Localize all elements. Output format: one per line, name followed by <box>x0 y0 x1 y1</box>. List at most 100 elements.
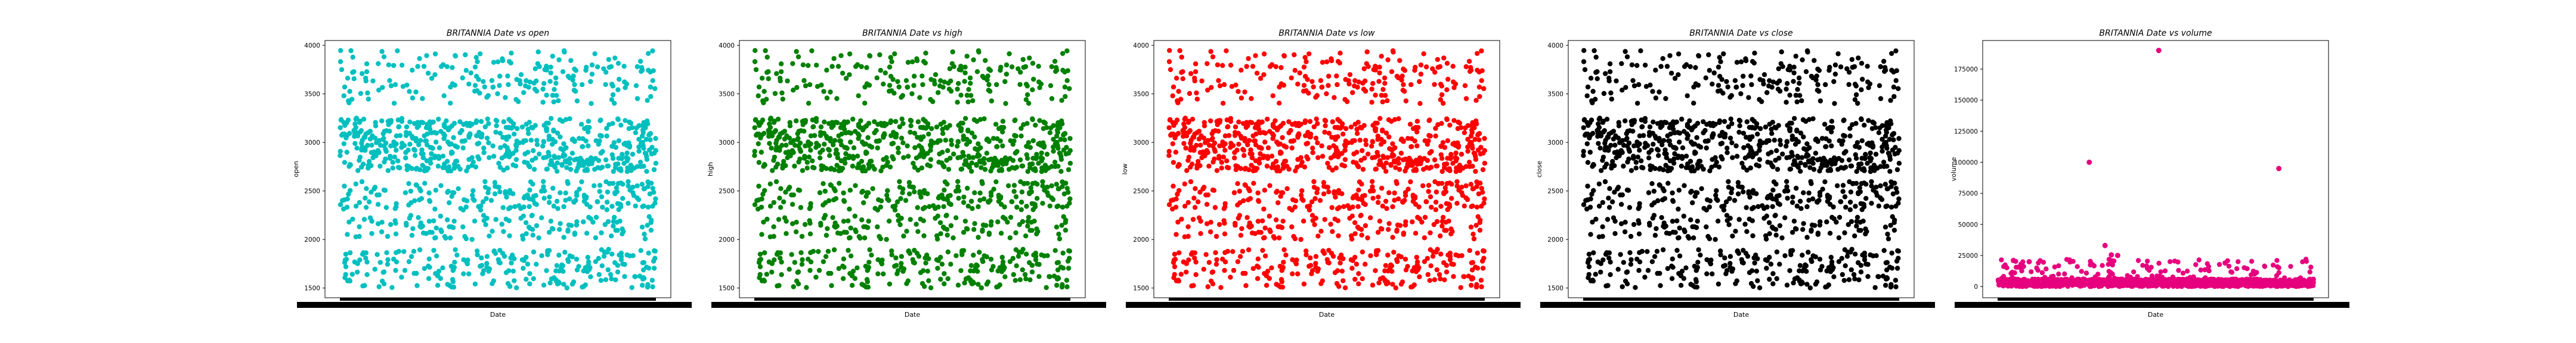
data-point <box>1405 186 1411 192</box>
data-point <box>492 180 498 185</box>
data-point <box>998 67 1003 73</box>
data-point <box>942 79 948 85</box>
data-point <box>1799 98 1804 104</box>
data-point <box>1784 99 1789 105</box>
data-point <box>1778 61 1784 67</box>
data-point <box>980 257 985 263</box>
data-point <box>383 156 388 162</box>
data-point <box>1654 226 1659 232</box>
data-point <box>1245 142 1250 148</box>
data-point <box>1624 136 1630 141</box>
x-axis-label: Date <box>1733 311 1750 319</box>
data-point <box>872 205 878 211</box>
data-point <box>956 81 961 86</box>
data-point <box>1454 201 1460 206</box>
data-point <box>877 52 883 58</box>
data-point <box>636 148 642 154</box>
data-point <box>990 161 996 167</box>
data-point <box>1809 73 1815 79</box>
data-point <box>961 230 967 235</box>
data-point <box>1463 164 1469 169</box>
data-point <box>1348 124 1354 130</box>
data-point <box>512 204 518 210</box>
data-point <box>1592 48 1597 54</box>
data-point <box>649 217 654 223</box>
data-point <box>1030 87 1035 92</box>
data-point <box>1260 248 1265 253</box>
data-point <box>349 96 355 102</box>
data-point <box>1039 169 1045 174</box>
data-point <box>1249 155 1255 161</box>
data-point <box>961 194 967 200</box>
data-point <box>1337 51 1343 56</box>
data-point <box>541 179 546 184</box>
data-point <box>1173 149 1179 155</box>
data-point <box>1600 129 1606 135</box>
y-tick-label: 3500 <box>304 91 320 98</box>
data-point <box>1421 51 1426 57</box>
data-point <box>1481 201 1487 206</box>
data-point <box>1205 284 1210 289</box>
data-point <box>785 155 790 160</box>
data-point <box>598 277 603 283</box>
data-point <box>1000 129 1005 135</box>
data-point <box>1326 73 1332 79</box>
data-point <box>1652 254 1658 259</box>
data-point <box>420 120 426 126</box>
data-point <box>626 126 632 132</box>
data-point <box>1040 201 1045 206</box>
data-point <box>938 231 943 236</box>
data-point <box>586 143 591 149</box>
data-point <box>1396 116 1401 121</box>
data-point <box>833 151 838 157</box>
data-point <box>1361 123 1367 128</box>
data-point <box>976 235 981 240</box>
data-point <box>1333 165 1339 171</box>
data-point <box>1262 139 1268 145</box>
data-point <box>1238 233 1244 238</box>
data-point <box>357 119 363 124</box>
data-point <box>1889 67 1894 73</box>
data-point <box>1614 155 1619 160</box>
data-point <box>648 137 653 142</box>
data-point <box>980 73 986 79</box>
data-point <box>527 281 532 286</box>
data-point <box>822 142 827 147</box>
data-point <box>475 59 480 64</box>
data-point <box>1727 95 1733 100</box>
data-point <box>1854 140 1860 145</box>
data-point <box>945 182 950 187</box>
data-point <box>1816 89 1822 94</box>
data-point <box>790 61 795 67</box>
data-point <box>561 48 567 54</box>
data-point <box>1474 184 1479 189</box>
data-point <box>1274 282 1279 287</box>
data-point <box>861 200 866 205</box>
data-point <box>881 271 886 277</box>
data-point <box>446 141 451 146</box>
data-point <box>988 222 994 228</box>
data-point <box>1364 49 1370 55</box>
data-point <box>355 269 360 275</box>
data-point <box>1773 232 1779 238</box>
data-point <box>1037 118 1042 123</box>
data-point <box>1060 204 1066 210</box>
data-point <box>800 257 805 263</box>
data-point <box>1211 188 1217 193</box>
data-point <box>424 158 429 164</box>
data-point <box>1797 268 1802 273</box>
data-point <box>872 119 877 124</box>
data-point <box>508 255 513 261</box>
data-point <box>1340 278 1346 283</box>
data-point <box>1166 153 1172 158</box>
data-point <box>1749 206 1755 211</box>
data-point <box>346 130 352 136</box>
data-point <box>1813 151 1819 156</box>
data-point <box>1837 214 1843 220</box>
data-point <box>1710 82 1715 87</box>
data-point <box>831 142 836 148</box>
data-point <box>1311 179 1317 185</box>
data-point <box>1827 230 1833 236</box>
data-point <box>1581 149 1586 154</box>
data-point <box>1023 64 1029 70</box>
